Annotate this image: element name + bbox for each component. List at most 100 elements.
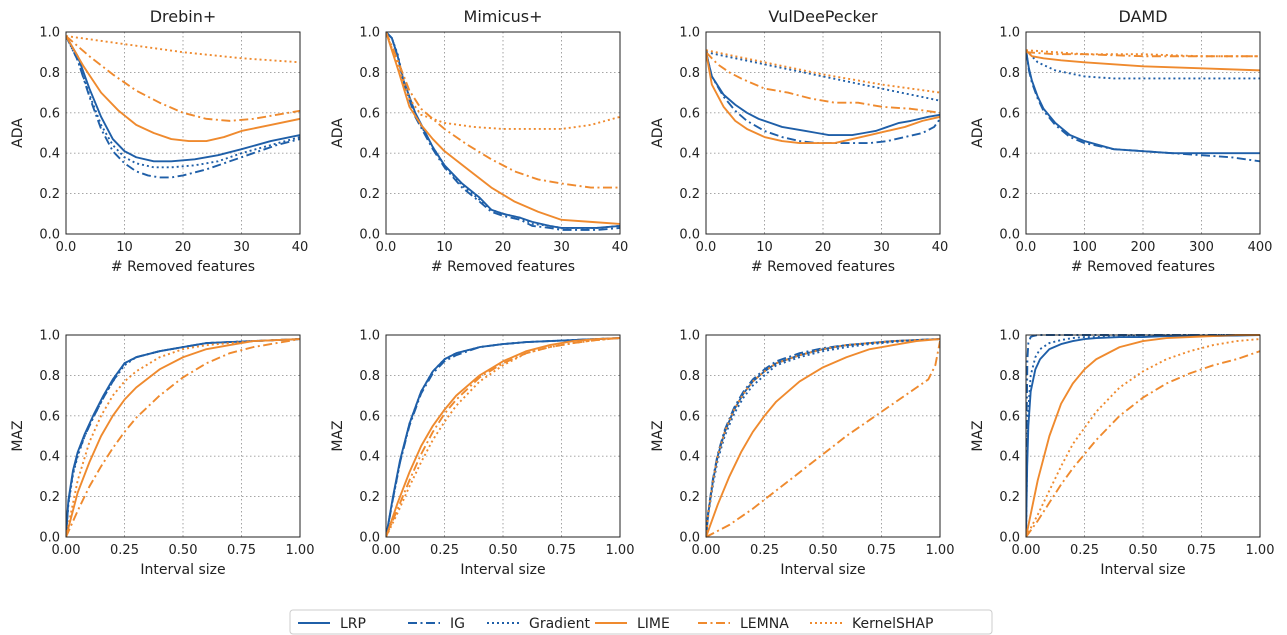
x-axis-label: Interval size	[140, 562, 225, 578]
x-tick-label: 30	[873, 240, 890, 255]
series-group	[706, 49, 940, 145]
legend-label: KernelSHAP	[852, 616, 933, 632]
axes-frame	[1025, 334, 1261, 538]
panels: 0.0 10 20 30 40 0.0 0.2 0.4 0.6 0.8 1.0 # Removed f…	[10, 7, 1274, 578]
x-tick-label: 0.75	[1187, 543, 1216, 558]
y-tick-label: 0.2	[679, 187, 700, 202]
y-tick-label: 0.2	[999, 187, 1020, 202]
series-line-gradient	[706, 338, 940, 538]
y-tick-label: 0.6	[39, 409, 60, 424]
chart-panel-1: 0.0 10 20 30 40 0.0 0.2 0.4 0.6 0.8 1.0 # Removed f…	[10, 7, 308, 275]
chart-panel-6: 0.00 0.25 0.50 0.75 1.00 0.0 0.2 0.4 0.6 0.8 1.0 In…	[330, 329, 634, 579]
x-axis-label: # Removed features	[431, 259, 575, 275]
x-tick-label: 40	[612, 240, 629, 255]
y-tick-label: 0.6	[359, 409, 380, 424]
x-tick-label: 30	[233, 240, 250, 255]
series-line-lime	[386, 31, 620, 225]
axes-frame	[385, 334, 621, 538]
x-tick-label: 1.00	[606, 543, 635, 558]
series-line-lime	[1026, 334, 1260, 538]
y-tick-label: 0.0	[39, 531, 60, 546]
x-axis-label: # Removed features	[111, 259, 255, 275]
x-axis-label: Interval size	[460, 562, 545, 578]
series-line-ig	[66, 35, 300, 179]
x-tick-label: 1.00	[286, 543, 315, 558]
series-group	[706, 338, 940, 538]
y-tick-label: 0.0	[39, 228, 60, 243]
x-axis-label: Interval size	[1100, 562, 1185, 578]
x-tick-label: 0.50	[1129, 543, 1158, 558]
x-tick-label: 0.00	[692, 543, 721, 558]
legend-item-lime: LIME	[595, 616, 670, 632]
y-tick-label: 0.4	[999, 147, 1020, 162]
y-tick-label: 1.0	[39, 329, 60, 344]
axes-frame	[705, 334, 941, 538]
y-tick-label: 0.4	[39, 147, 60, 162]
x-tick-label: 1.00	[1246, 543, 1275, 558]
x-tick-label: 0.25	[1070, 543, 1099, 558]
series-group	[1026, 49, 1260, 163]
x-tick-label: 400	[1248, 240, 1273, 255]
x-tick-label: 0.75	[547, 543, 576, 558]
y-tick-label: 0.4	[359, 450, 380, 465]
series-line-kernelshap	[386, 337, 620, 538]
legend-item-ig: IG	[408, 616, 465, 632]
y-tick-label: 1.0	[679, 329, 700, 344]
series-line-lime	[1026, 49, 1260, 72]
y-tick-label: 0.6	[999, 409, 1020, 424]
x-axis-label: Interval size	[780, 562, 865, 578]
series-line-kernelshap	[66, 35, 300, 64]
legend-label: LRP	[340, 616, 366, 632]
y-tick-label: 0.6	[679, 409, 700, 424]
y-tick-label: 0.4	[679, 450, 700, 465]
series-line-lime	[706, 52, 940, 145]
series-line-kernelshap	[1026, 49, 1260, 58]
x-tick-label: 0.0	[1016, 240, 1037, 255]
legend-label: LEMNA	[740, 616, 789, 632]
chart-panel-7: 0.00 0.25 0.50 0.75 1.00 0.0 0.2 0.4 0.6 0.8 1.0 In…	[650, 329, 954, 579]
y-tick-label: 0.8	[679, 369, 700, 384]
legend-label: LIME	[637, 616, 670, 632]
y-axis-label: ADA	[10, 118, 26, 148]
y-tick-label: 0.6	[999, 106, 1020, 121]
y-axis-label: MAZ	[10, 420, 26, 451]
chart-title: Mimicus+	[464, 7, 543, 26]
x-tick-label: 0.00	[52, 543, 81, 558]
y-tick-label: 0.6	[39, 106, 60, 121]
y-tick-label: 0.0	[679, 531, 700, 546]
y-tick-label: 1.0	[999, 26, 1020, 41]
axes-frame	[705, 31, 941, 235]
y-tick-label: 0.6	[359, 106, 380, 121]
y-tick-label: 0.8	[39, 66, 60, 81]
legend-item-lrp: LRP	[298, 616, 366, 632]
x-tick-label: 20	[815, 240, 832, 255]
x-tick-label: 0.25	[750, 543, 779, 558]
chart-title: DAMD	[1118, 7, 1167, 26]
legend-frame	[289, 609, 993, 635]
y-tick-label: 0.2	[679, 490, 700, 505]
series-group	[386, 31, 620, 231]
x-tick-label: 20	[175, 240, 192, 255]
series-line-gradient	[66, 35, 300, 169]
series-line-lemna	[66, 35, 300, 122]
x-tick-label: 0.00	[372, 543, 401, 558]
series-line-lrp	[66, 35, 300, 163]
x-tick-label: 0.50	[809, 543, 838, 558]
y-axis-label: MAZ	[650, 420, 666, 451]
y-tick-label: 0.2	[359, 490, 380, 505]
y-axis-label: ADA	[330, 118, 346, 148]
x-tick-label: 0.0	[376, 240, 397, 255]
chart-title: Drebin+	[150, 7, 217, 26]
x-tick-label: 40	[292, 240, 309, 255]
x-tick-label: 100	[1072, 240, 1097, 255]
x-tick-label: 300	[1189, 240, 1214, 255]
y-tick-label: 0.8	[359, 66, 380, 81]
series-line-lrp	[706, 51, 940, 136]
legend-label: Gradient	[529, 616, 590, 632]
series-line-lrp	[1026, 334, 1260, 538]
x-tick-label: 1.00	[926, 543, 955, 558]
x-axis-label: # Removed features	[1071, 259, 1215, 275]
series-group	[386, 337, 620, 538]
series-line-lrp	[386, 31, 620, 229]
